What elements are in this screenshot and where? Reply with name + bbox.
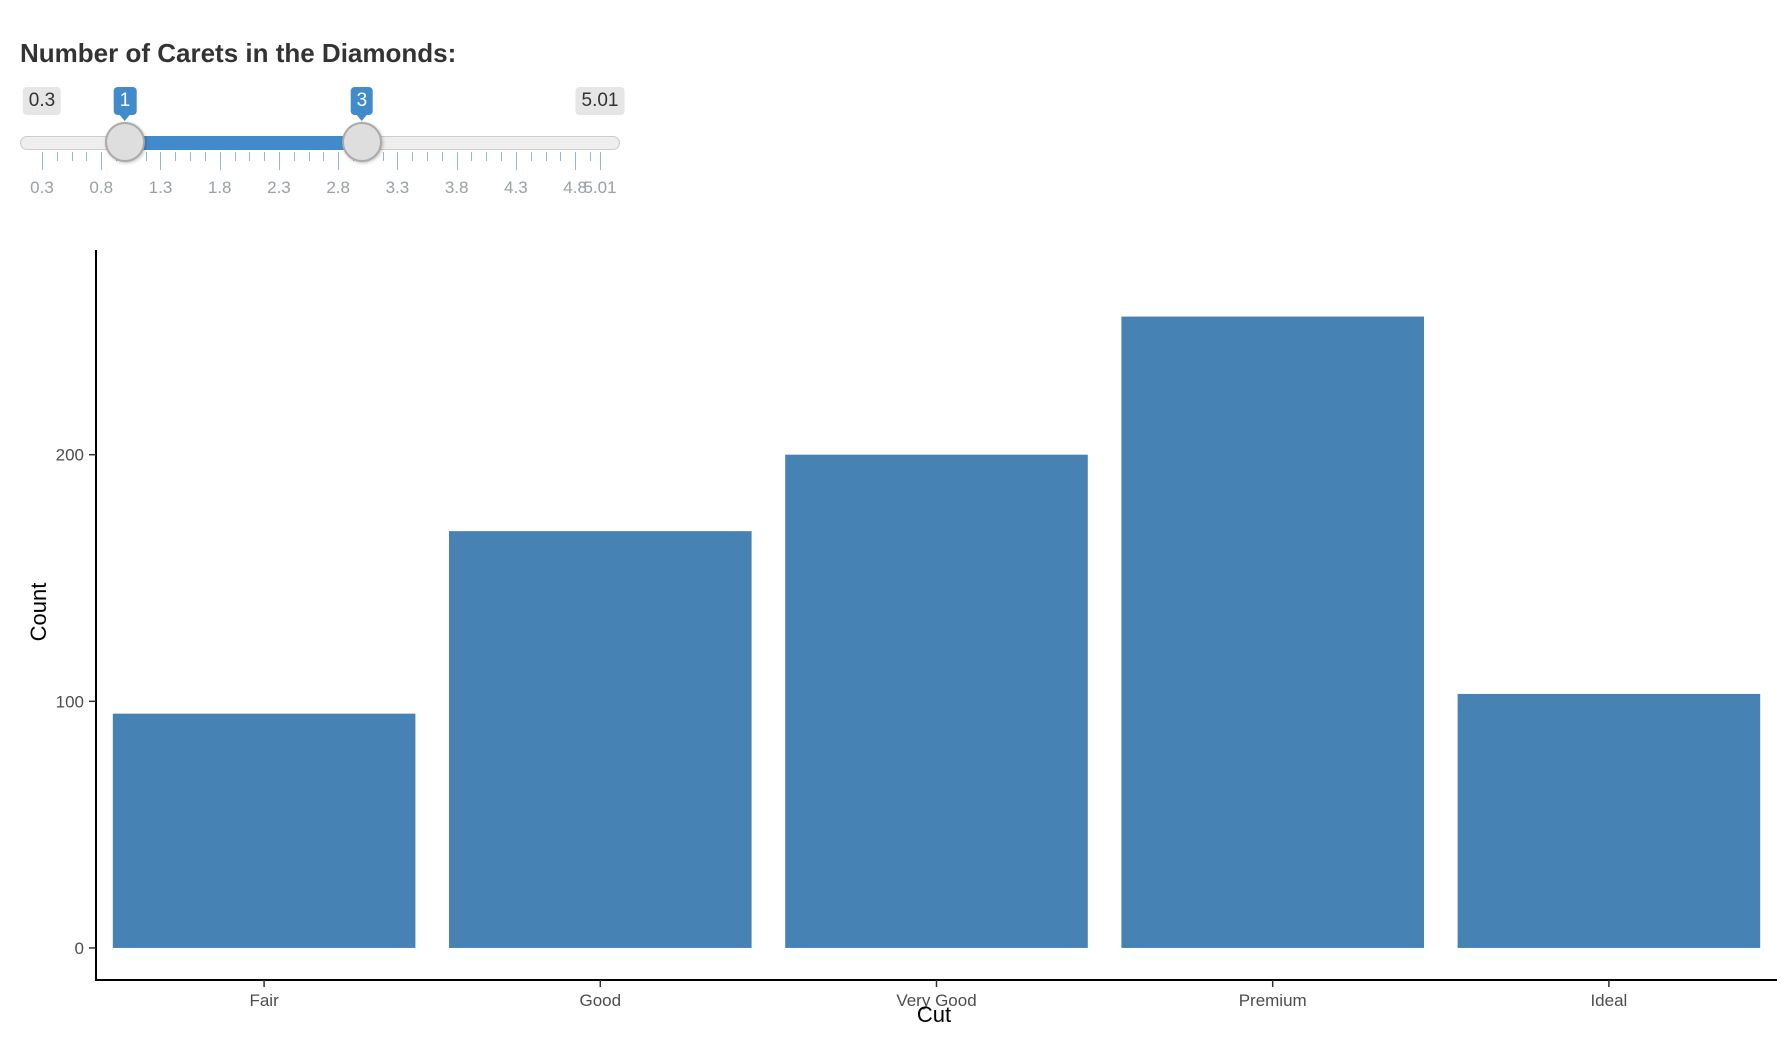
bars-group [112, 316, 1761, 948]
slider-tick-minor [86, 152, 88, 161]
x-tick-label: Very Good [896, 991, 976, 1010]
x-tick-label: Good [580, 991, 622, 1010]
bar-fair [112, 713, 416, 948]
slider-tick-major [42, 152, 43, 170]
slider-from-value: 1 [113, 87, 137, 121]
x-tick-label: Premium [1239, 991, 1307, 1010]
slider-tick-label: 0.8 [89, 178, 114, 197]
slider-tick-label: 0.3 [30, 178, 54, 197]
slider-tick-major [160, 152, 162, 170]
slider-max-label: 5.01 [575, 87, 625, 115]
slider-tick-major [278, 152, 280, 170]
slider-tick-major [219, 152, 221, 170]
x-tick-label: Ideal [1590, 991, 1627, 1010]
bar-premium [1121, 316, 1424, 948]
bar-ideal [1457, 693, 1761, 948]
slider-tick-label: 3.3 [385, 178, 410, 197]
slider-tick-minor [249, 152, 251, 161]
y-axis-title: Count [26, 583, 51, 642]
slider-tick-minor [412, 152, 414, 161]
slider-tick-minor [323, 152, 325, 161]
slider-tick-minor [560, 152, 562, 161]
slider-to-handle[interactable] [341, 122, 382, 162]
slider-tick-label: 4.8 [563, 178, 587, 197]
slider-tick-label: 3.8 [444, 178, 469, 197]
slider-selected-range [124, 136, 362, 150]
slider-tick-label: 1.3 [148, 178, 173, 197]
slider-tick-minor [293, 152, 295, 161]
y-tick-label: 0 [75, 939, 84, 958]
bar-very-good [785, 454, 1088, 948]
slider-tick-minor [234, 152, 236, 161]
slider-from-handle[interactable] [104, 122, 145, 162]
slider-tick-minor [145, 152, 147, 161]
slider-tick-minor [382, 152, 384, 161]
slider-tick-minor [427, 152, 429, 161]
slider-tick-minor [486, 152, 488, 161]
x-axis-title: Cut [917, 1002, 951, 1027]
slider-tick-minor [589, 152, 591, 161]
slider-tick-minor [471, 152, 473, 161]
slider-tick-minor [56, 152, 58, 161]
slider-tick-label: 4.3 [504, 178, 528, 197]
slider-tick-minor [530, 152, 532, 161]
slider-label: Number of Carets in the Diamonds: [20, 38, 457, 68]
y-ticks-group: 0 100 200 [56, 446, 96, 958]
slider-tick-minor [264, 152, 266, 161]
x-tick-label: Fair [249, 991, 279, 1010]
slider-tick-minor [441, 152, 443, 161]
slider-tick-minor [501, 152, 503, 161]
carat-range-slider[interactable]: 0.3 5.01 1 3 0.3 0.8 1.3 1.8 2.3 2.8 3.3 3.8 4.3… [20, 82, 625, 202]
y-tick-label: 100 [56, 692, 84, 711]
slider-tick-label: 2.3 [267, 178, 291, 197]
x-ticks-group: Fair Good Very Good Premium Ideal [249, 980, 1627, 1010]
bar-good [449, 531, 752, 948]
slider-tick-major [456, 152, 458, 170]
slider-tick-major [397, 152, 399, 170]
slider-tick-major [101, 152, 103, 170]
slider-tick-minor [308, 152, 310, 161]
slider-to-value: 3 [350, 87, 374, 121]
slider-min-label: 0.3 [22, 87, 62, 115]
slider-tick-label: 1.8 [207, 178, 232, 197]
slider-tick-major [600, 152, 601, 170]
slider-tick-minor [190, 152, 192, 161]
slider-tick-major [575, 152, 577, 170]
slider-tick-minor [204, 152, 206, 161]
slider-tick-minor [71, 152, 73, 161]
slider-tick-major [515, 152, 517, 170]
slider-tick-label: 5.01 [583, 178, 617, 197]
slider-tick-minor [545, 152, 547, 161]
slider-tick-label: 2.8 [326, 178, 350, 197]
y-tick-label: 200 [56, 446, 84, 465]
slider-tick-minor [175, 152, 177, 161]
slider-tick-major [338, 152, 340, 170]
